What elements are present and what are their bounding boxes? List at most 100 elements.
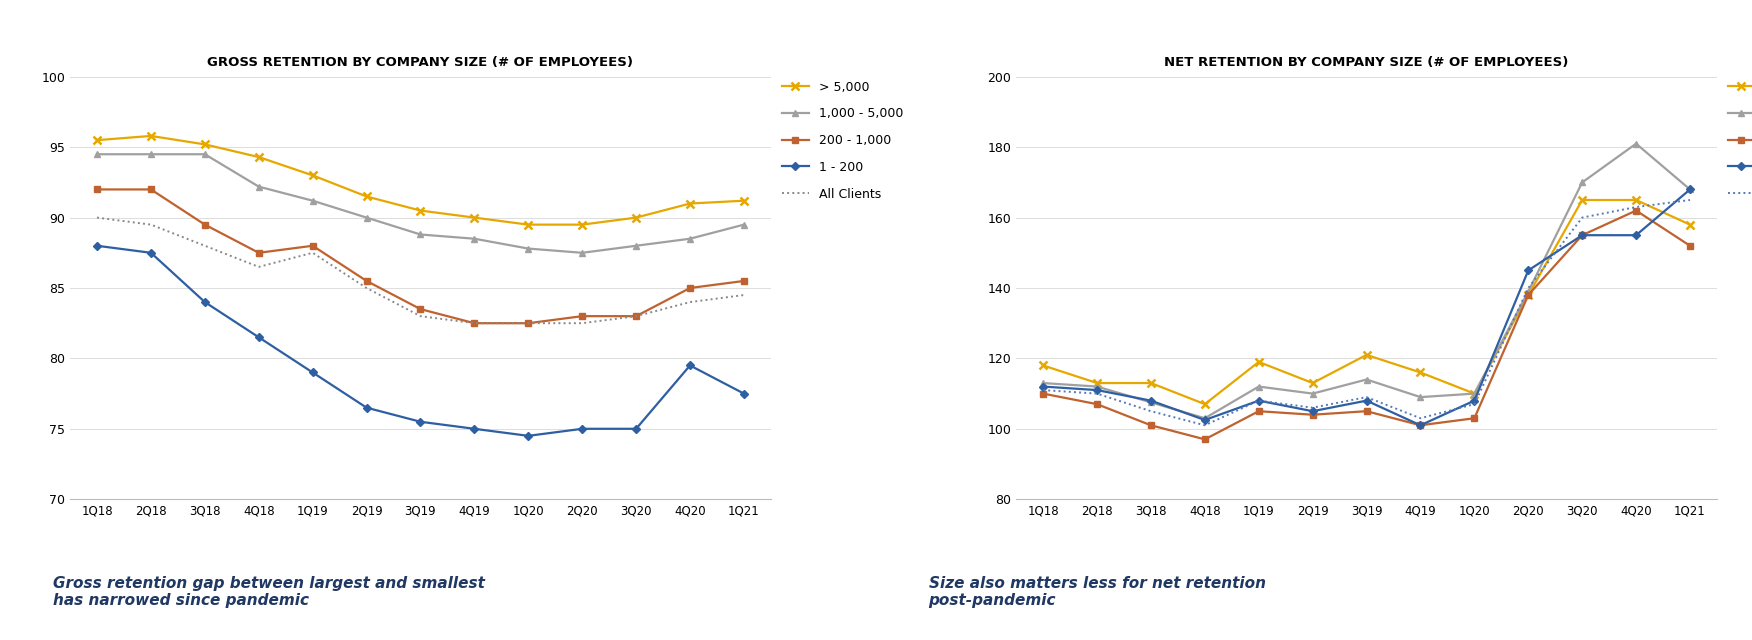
All Clients [1141,407,1162,415]
> 5,000 [1032,362,1053,369]
1 - 200 [1247,397,1268,404]
200 - 1,000 [356,277,377,285]
1 - 200 [571,425,592,433]
200 - 1,000 [1141,421,1162,429]
> 5,000 [464,214,485,221]
1,000 - 5,000 [1680,186,1701,193]
1 - 200 [625,425,646,433]
1 - 200 [1626,231,1647,239]
1 - 200 [301,369,322,376]
1,000 - 5,000 [571,249,592,257]
1,000 - 5,000 [1517,287,1538,295]
1,000 - 5,000 [410,230,431,238]
200 - 1,000 [1680,242,1701,250]
> 5,000 [1086,379,1107,387]
> 5,000 [1680,221,1701,228]
200 - 1,000 [194,221,215,228]
All Clients [519,319,540,327]
1 - 200 [1680,186,1701,193]
200 - 1,000 [734,277,755,285]
1 - 200 [1356,397,1377,404]
1,000 - 5,000 [356,214,377,221]
1 - 200 [1302,407,1323,415]
All Clients [410,312,431,320]
1 - 200 [734,390,755,397]
All Clients [140,221,161,228]
1 - 200 [680,362,701,369]
1,000 - 5,000 [625,242,646,250]
1,000 - 5,000 [519,244,540,252]
200 - 1,000 [680,284,701,292]
1,000 - 5,000 [1032,379,1053,387]
1,000 - 5,000 [301,197,322,205]
All Clients [571,319,592,327]
> 5,000 [625,214,646,221]
All Clients [1302,404,1323,412]
> 5,000 [194,141,215,148]
1 - 200 [410,418,431,426]
All Clients [1032,386,1053,394]
> 5,000 [1247,358,1268,365]
> 5,000 [571,221,592,228]
Legend: > 5,000, 1,000 - 5,000, 200 - 1,000, 1 - 200, All Clients: > 5,000, 1,000 - 5,000, 200 - 1,000, 1 -… [1724,77,1752,204]
200 - 1,000 [625,312,646,320]
1 - 200 [140,249,161,257]
200 - 1,000 [1302,411,1323,419]
1,000 - 5,000 [1195,414,1216,422]
200 - 1,000 [1410,421,1431,429]
> 5,000 [140,132,161,140]
1 - 200 [1465,397,1486,404]
All Clients [1247,397,1268,404]
> 5,000 [1517,291,1538,299]
1,000 - 5,000 [140,150,161,158]
200 - 1,000 [1356,407,1377,415]
200 - 1,000 [519,319,540,327]
> 5,000 [86,136,107,144]
1 - 200 [1410,421,1431,429]
> 5,000 [519,221,540,228]
All Clients [1356,393,1377,401]
1 - 200 [356,404,377,412]
All Clients [1680,196,1701,204]
1,000 - 5,000 [249,183,270,191]
All Clients [734,291,755,299]
1,000 - 5,000 [1247,383,1268,390]
All Clients [680,298,701,306]
1,000 - 5,000 [1572,179,1593,186]
1 - 200 [1195,416,1216,424]
1,000 - 5,000 [1141,399,1162,406]
> 5,000 [1195,401,1216,408]
Line: 1 - 200: 1 - 200 [95,243,746,439]
1 - 200 [86,242,107,250]
> 5,000 [1572,196,1593,204]
Line: 1,000 - 5,000: 1,000 - 5,000 [93,151,748,256]
200 - 1,000 [249,249,270,257]
Title: GROSS RETENTION BY COMPANY SIZE (# OF EMPLOYEES): GROSS RETENTION BY COMPANY SIZE (# OF EM… [207,56,634,68]
1 - 200 [1572,231,1593,239]
All Clients [1572,214,1593,221]
200 - 1,000 [140,186,161,193]
> 5,000 [1302,379,1323,387]
1,000 - 5,000 [1086,383,1107,390]
> 5,000 [1465,390,1486,397]
All Clients [1465,401,1486,408]
200 - 1,000 [1195,435,1216,443]
> 5,000 [410,207,431,214]
All Clients [1517,284,1538,292]
200 - 1,000 [1626,207,1647,214]
1 - 200 [1141,397,1162,404]
200 - 1,000 [301,242,322,250]
All Clients [464,319,485,327]
200 - 1,000 [410,305,431,313]
1 - 200 [1032,383,1053,390]
Line: 200 - 1,000: 200 - 1,000 [1039,207,1694,443]
1,000 - 5,000 [86,150,107,158]
All Clients [86,214,107,221]
Legend: > 5,000, 1,000 - 5,000, 200 - 1,000, 1 - 200, All Clients: > 5,000, 1,000 - 5,000, 200 - 1,000, 1 -… [778,77,908,204]
1 - 200 [1086,386,1107,394]
All Clients [1626,203,1647,211]
1,000 - 5,000 [680,235,701,243]
1 - 200 [519,432,540,440]
> 5,000 [301,172,322,179]
200 - 1,000 [1465,414,1486,422]
